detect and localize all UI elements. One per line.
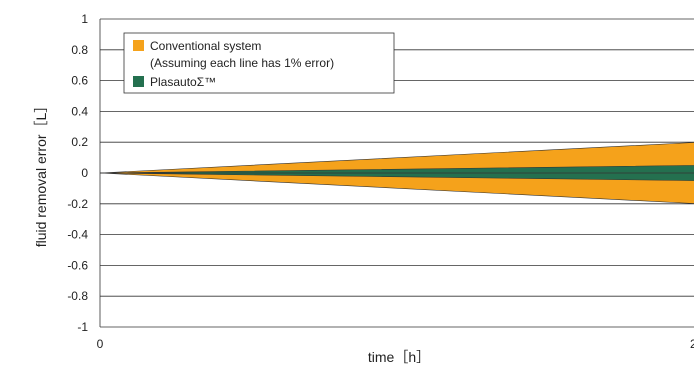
x-axis-label: time［h］ (368, 349, 430, 365)
x-tick-label: 2 (690, 337, 694, 351)
y-tick-label: -0.2 (67, 197, 88, 211)
legend: Conventional system (Assuming each line … (123, 32, 395, 94)
legend-swatch-conventional (133, 40, 144, 51)
y-tick-label: 0.4 (71, 104, 88, 118)
y-tick-label: 0.6 (71, 74, 88, 88)
y-axis-label: fluid removal error［L］ (33, 99, 49, 248)
legend-label-conventional-note: (Assuming each line has 1% error) (150, 56, 334, 70)
y-tick-label: 0.8 (71, 43, 88, 57)
y-tick-label: -0.6 (67, 258, 88, 272)
series-areas (99, 142, 694, 204)
y-tick-labels: 1 0.8 0.6 0.4 0.2 0 -0.2 -0.4 -0.6 -0.8 -1 (67, 12, 88, 334)
y-tick-label: -1 (77, 320, 88, 334)
y-tick-label: -0.4 (67, 228, 88, 242)
y-tick-label: 1 (81, 12, 88, 26)
y-tick-label: 0.2 (71, 135, 88, 149)
legend-label-conventional: Conventional system (150, 39, 261, 53)
legend-box (123, 32, 395, 94)
legend-label-plasauto: PlasautoΣ™ (150, 75, 216, 89)
y-tick-label: 0 (81, 166, 88, 180)
legend-swatch-plasauto (133, 76, 144, 87)
y-tick-label: -0.8 (67, 289, 88, 303)
x-tick-label: 0 (97, 337, 104, 351)
